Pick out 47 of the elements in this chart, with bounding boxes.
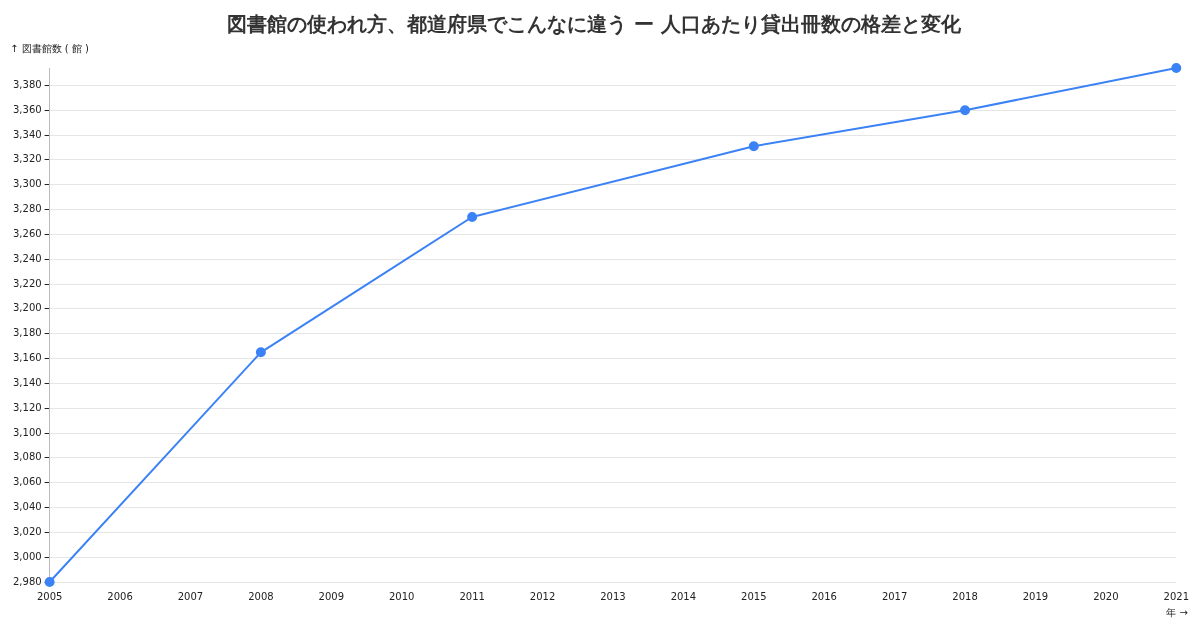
x-tick-label: 2014 [670, 590, 697, 602]
y-tick-label: 3,100 [12, 426, 42, 438]
point [960, 105, 971, 116]
x-tick-label: 2012 [529, 590, 556, 602]
y-tick-label: 3,040 [12, 501, 42, 513]
x-tick-label: 2016 [811, 590, 837, 602]
x-tick-label: 2021 [1163, 590, 1189, 602]
y-tick-label: 3,200 [12, 302, 42, 314]
y-tick-label: 3,140 [12, 376, 42, 388]
x-tick-label: 2018 [952, 590, 978, 602]
y-tick-label: 3,080 [12, 451, 42, 463]
x-axis-title: 年 → [1166, 606, 1188, 618]
x-tick-label: 2020 [1093, 590, 1119, 602]
point [748, 141, 759, 152]
point [255, 347, 266, 358]
x-tick-label: 2009 [318, 590, 345, 602]
y-tick-label: 3,120 [12, 401, 42, 413]
x-tick-label: 2015 [741, 590, 767, 602]
y-tick-label: 3,060 [12, 476, 42, 488]
y-tick-label: 3,360 [12, 103, 42, 115]
x-tick-label: 2006 [107, 590, 133, 602]
y-tick-label: 3,340 [12, 128, 42, 140]
point [1171, 63, 1182, 73]
y-tick-label: 3,320 [12, 153, 42, 165]
x-tick-label: 2019 [1022, 590, 1049, 602]
chart-title: 図書館の使われ方、都道府県でこんなに違う ー 人口あたり貸出冊数の格差と変化 [227, 12, 962, 37]
y-tick-label: 3,240 [12, 252, 42, 264]
x-tick-label: 2005 [36, 590, 63, 602]
x-tick-label: 2010 [388, 590, 415, 602]
y-tick-label: 3,380 [12, 78, 42, 90]
y-tick-label: 3,020 [12, 525, 42, 537]
x-tick-label: 2008 [248, 590, 274, 602]
x-tick-label: 2017 [881, 590, 908, 602]
y-tick-label: 3,180 [12, 327, 42, 339]
y-tick-label: 2,980 [12, 575, 42, 587]
y-tick-label: 3,300 [12, 178, 42, 190]
y-axis-title: ↑ 図書館数 ( 館 ) [10, 42, 89, 54]
x-tick-label: 2013 [600, 590, 626, 602]
y-tick-label: 3,280 [12, 203, 42, 215]
point [467, 211, 478, 222]
point [44, 577, 55, 587]
x-tick-label: 2007 [177, 590, 204, 602]
y-tick-label: 3,260 [12, 227, 42, 239]
y-tick-label: 3,000 [12, 550, 42, 562]
x-tick-label: 2011 [459, 590, 485, 602]
y-tick-label: 3,220 [12, 277, 42, 289]
y-tick-label: 3,160 [12, 352, 42, 364]
